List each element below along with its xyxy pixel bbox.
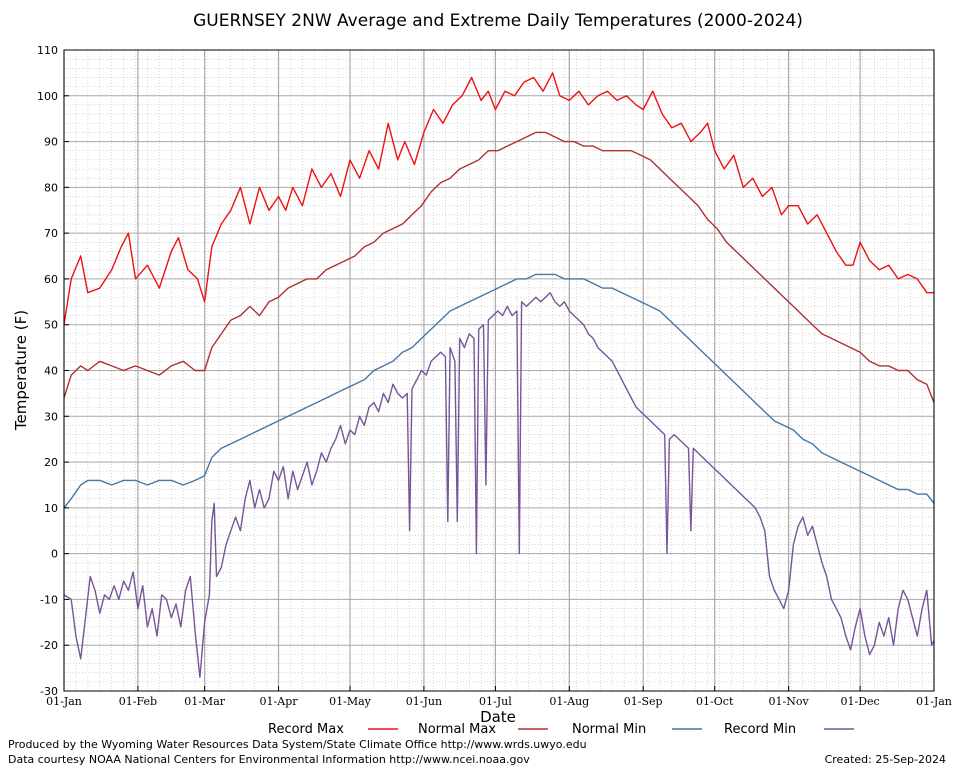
- y-tick-label: 20: [44, 456, 58, 469]
- x-axis-label: Date: [480, 708, 516, 726]
- x-tick-label: 01-Jan: [46, 695, 82, 708]
- footer-produced-by: Produced by the Wyoming Water Resources …: [8, 738, 587, 751]
- legend-normal-max-label: Normal Max: [418, 722, 496, 737]
- x-tick-label: 01-Aug: [549, 695, 589, 708]
- y-axis-ticks: -30 -20 -10 0 10 20 30 40 50 60 70 80 90 100 110: [37, 44, 69, 698]
- y-tick-label: 50: [44, 319, 58, 332]
- y-tick-label: 100: [37, 90, 58, 103]
- x-tick-label: 01-Mar: [184, 695, 226, 708]
- footer-created: Created: 25-Sep-2024: [824, 753, 946, 766]
- x-tick-label: 01-Jul: [479, 695, 512, 708]
- legend-record-max-label: Record Max: [268, 722, 344, 737]
- y-tick-label: -20: [40, 639, 58, 652]
- x-tick-label: 01-May: [329, 695, 372, 708]
- x-tick-label: 01-Jun: [406, 695, 442, 708]
- x-tick-label: 01-Nov: [769, 695, 810, 708]
- series-record-min: [63, 292, 935, 678]
- legend-normal-min-label: Normal Min: [572, 722, 646, 737]
- x-tick-label: 01-Apr: [260, 695, 299, 708]
- legend-record-min-label: Record Min: [724, 722, 796, 737]
- series-normal-min: [63, 273, 935, 509]
- y-tick-label: 60: [44, 273, 58, 286]
- y-tick-label: -10: [40, 593, 58, 606]
- y-tick-label: 10: [44, 502, 58, 515]
- y-tick-label: 80: [44, 181, 58, 194]
- x-tick-label: 01-Jan: [916, 695, 952, 708]
- x-tick-label: 01-Sep: [624, 695, 663, 708]
- x-tick-label: 01-Feb: [119, 695, 157, 708]
- series-normal-max: [63, 131, 935, 403]
- series-record-max: [63, 72, 934, 325]
- y-tick-label: 90: [44, 136, 58, 149]
- y-tick-label: 40: [44, 365, 58, 378]
- x-tick-label: 01-Oct: [696, 695, 734, 708]
- x-tick-label: 01-Dec: [841, 695, 880, 708]
- y-tick-label: 0: [51, 548, 58, 561]
- y-tick-label: 110: [37, 44, 58, 57]
- y-tick-label: -30: [40, 685, 58, 698]
- chart-title: GUERNSEY 2NW Average and Extreme Daily T…: [193, 11, 803, 31]
- legend: Record Max Normal Max Normal Min Record Min: [268, 722, 854, 737]
- y-tick-label: 30: [44, 410, 58, 423]
- y-axis-label: Temperature (F): [12, 310, 30, 431]
- footer-data-courtesy: Data courtesy NOAA National Centers for …: [8, 753, 530, 766]
- y-tick-label: 70: [44, 227, 58, 240]
- series-lines: [63, 72, 935, 678]
- x-axis-ticks: 01-Jan 01-Feb 01-Mar 01-Apr 01-May 01-Jun 01-J…: [46, 686, 952, 708]
